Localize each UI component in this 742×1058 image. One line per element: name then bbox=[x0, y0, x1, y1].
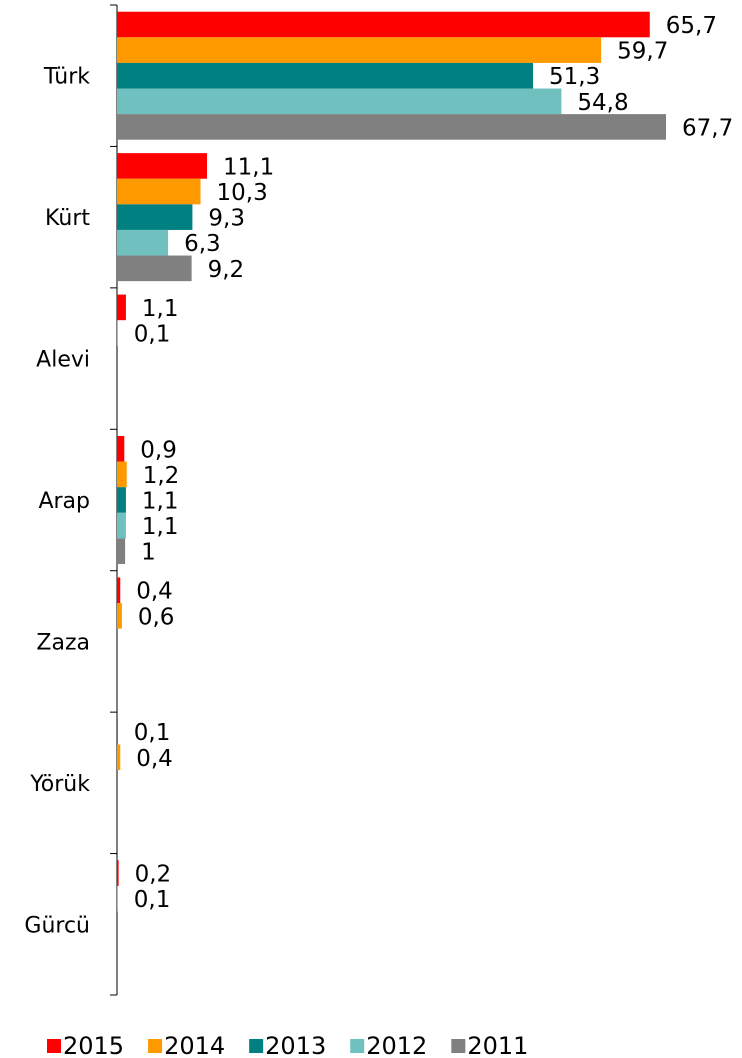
legend-swatch bbox=[249, 1039, 264, 1053]
value-label: 1,2 bbox=[143, 463, 180, 489]
value-label: 1,1 bbox=[142, 514, 179, 540]
bar bbox=[117, 512, 126, 539]
bar bbox=[117, 255, 192, 282]
bar bbox=[117, 320, 118, 346]
value-label: 1 bbox=[141, 540, 156, 566]
bar bbox=[117, 461, 127, 488]
value-label: 54,8 bbox=[577, 90, 628, 116]
value-label: 9,2 bbox=[208, 257, 245, 283]
legend-swatch bbox=[47, 1039, 61, 1053]
value-label: 67,7 bbox=[682, 115, 733, 141]
category-label: Gürcü bbox=[24, 913, 90, 938]
legend-label: 2015 bbox=[63, 1032, 124, 1058]
bar bbox=[117, 718, 118, 745]
category-label: Kürt bbox=[45, 206, 90, 231]
value-label: 59,7 bbox=[617, 39, 668, 65]
value-label: 9,3 bbox=[208, 206, 245, 232]
value-label: 1,1 bbox=[142, 296, 179, 322]
legend-swatch bbox=[451, 1039, 466, 1053]
category-label: Zaza bbox=[36, 630, 90, 655]
bar bbox=[117, 577, 121, 604]
legend-label: 2011 bbox=[467, 1032, 528, 1058]
category-label: Alevi bbox=[36, 348, 90, 373]
legend-swatch bbox=[350, 1039, 365, 1053]
bar bbox=[117, 88, 562, 115]
value-label: 0,1 bbox=[134, 720, 171, 746]
legend-label: 2012 bbox=[366, 1032, 427, 1058]
bar bbox=[117, 487, 126, 513]
bar bbox=[117, 114, 666, 140]
value-label: 0,4 bbox=[136, 579, 173, 605]
value-label: 0,4 bbox=[136, 746, 173, 772]
value-label: 65,7 bbox=[666, 13, 717, 39]
bar bbox=[117, 229, 169, 256]
bar bbox=[117, 538, 126, 564]
bar bbox=[117, 860, 119, 886]
value-label: 0,6 bbox=[138, 604, 175, 630]
value-label: 1,1 bbox=[142, 489, 179, 515]
value-label: 6,3 bbox=[184, 231, 221, 257]
legend-label: 2014 bbox=[164, 1032, 225, 1058]
legend-swatch bbox=[148, 1039, 163, 1053]
value-label: 0,1 bbox=[134, 321, 171, 347]
value-label: 0,9 bbox=[140, 437, 177, 463]
category-label: Arap bbox=[38, 489, 90, 514]
bar bbox=[117, 204, 193, 230]
bar bbox=[117, 62, 534, 89]
bar bbox=[117, 885, 118, 912]
value-label: 0,2 bbox=[135, 862, 172, 888]
category-label: Yörük bbox=[29, 772, 90, 797]
category-label: Türk bbox=[43, 65, 90, 90]
value-label: 51,3 bbox=[549, 64, 600, 90]
bar bbox=[117, 11, 650, 38]
bar bbox=[117, 436, 125, 462]
bar bbox=[117, 37, 602, 63]
bar bbox=[117, 178, 201, 205]
legend-label: 2013 bbox=[265, 1032, 326, 1058]
bar bbox=[117, 153, 208, 179]
value-label: 0,1 bbox=[134, 887, 171, 913]
bar bbox=[117, 603, 122, 629]
bar bbox=[117, 744, 121, 771]
bar bbox=[117, 294, 126, 321]
value-label: 10,3 bbox=[217, 180, 268, 206]
value-label: 11,1 bbox=[223, 154, 274, 180]
